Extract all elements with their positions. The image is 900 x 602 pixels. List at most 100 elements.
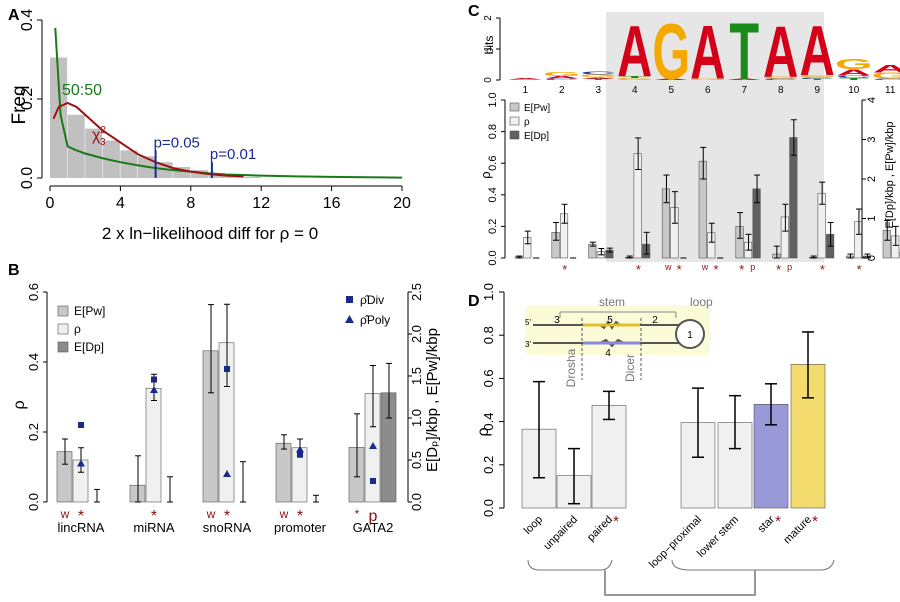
bracket-left [527, 559, 613, 571]
bar-epw [275, 442, 292, 503]
logo-letter: G [506, 79, 544, 80]
logo-letter: T [802, 79, 832, 81]
mark-left: w [279, 507, 289, 521]
logo-letter: T [583, 79, 613, 81]
logo-letter: C [836, 75, 871, 79]
histogram-bar [190, 170, 208, 178]
legend-est-label: ρ̂Poly [360, 313, 390, 327]
y-tick-label-left: 0.8 [487, 124, 499, 139]
logo-position-label: 2 [559, 85, 565, 96]
y-tick-label: 0.4 [481, 413, 496, 431]
logo-letter: T [620, 76, 650, 79]
category-label: paired [585, 514, 615, 544]
y-tick-label-right: 1.0 [409, 409, 424, 427]
logo-letter: A [836, 68, 871, 77]
stem-label: stem [599, 295, 625, 309]
label-50-50: 50:50 [62, 82, 102, 99]
region-4-label: 4 [605, 348, 611, 359]
panel-b-ylabel-right: E[Dₚ]/kbp , E[Pw]/kbp [424, 328, 441, 472]
histogram-bar [50, 57, 68, 178]
y-tick-label-right: 0 [866, 255, 878, 261]
logo-position-label: 1 [522, 85, 528, 96]
logo-position-label: 5 [668, 85, 674, 96]
category-label: loop [522, 514, 545, 537]
region-1-label: 1 [687, 330, 693, 341]
y-tick-label-right: 2.5 [409, 283, 424, 301]
mark: * [739, 262, 744, 277]
y-tick-label-left: 1.0 [487, 92, 499, 107]
logo-letter: C [873, 78, 900, 80]
rho-poly-point [77, 459, 85, 467]
five-prime-label: 5' [525, 318, 531, 327]
y-tick-label-right: 1 [866, 215, 878, 221]
panel-c-letter: C [468, 3, 480, 20]
y-tick-label: 0.0 [481, 499, 496, 517]
legend-swatch [509, 116, 520, 126]
rho-div-point [151, 376, 157, 383]
mark: * [713, 262, 718, 277]
y-tick-label-right: 4 [866, 97, 878, 103]
mark-left: w [206, 507, 216, 521]
logo-y-tick-label: 1 [483, 46, 494, 52]
logo-letter: C [800, 77, 835, 79]
rho-poly-point [296, 445, 304, 453]
panel-b: B 0.00.20.40.60.00.51.01.52.02.5lincRNAw… [8, 262, 441, 535]
category-label: lincRNA [58, 520, 105, 535]
legend-label: E[Pw] [74, 304, 105, 318]
legend-swatch [57, 305, 69, 317]
logo-position-label: 6 [705, 85, 711, 96]
y-tick-label: 0.2 [19, 88, 36, 110]
y-tick-label-left: 0.2 [26, 423, 41, 441]
logo-position-label: 11 [885, 85, 896, 96]
panel-a-letter: A [8, 7, 20, 24]
x-tick-label: 16 [323, 195, 341, 212]
logo-letter: G [762, 76, 800, 79]
x-tick-label: 12 [252, 195, 270, 212]
logo-position-label: 3 [595, 85, 601, 96]
panel-a: A p=0.05p=0.01 0 4 8 12 16 200.00.20.4 50:50 … [8, 7, 411, 243]
significance-star: * [775, 513, 781, 530]
density-curve [54, 27, 403, 179]
logo-letter: A [654, 78, 689, 80]
mark: * [776, 262, 781, 277]
y-tick-label-left: 0.4 [26, 353, 41, 371]
region-5-label: 5 [607, 315, 613, 326]
y-tick-label: 0.0 [19, 167, 36, 189]
logo-letter: T [729, 7, 759, 97]
x-tick-label: 0 [46, 195, 55, 212]
significance-star: * [613, 513, 619, 530]
logo-letter: G [543, 72, 581, 78]
panel-a-ylabel: Freq [9, 85, 30, 124]
rho-poly-point [150, 386, 158, 393]
mark-left: * [355, 507, 360, 521]
logo-letter: C [763, 78, 798, 80]
logo-letter: A [508, 78, 543, 79]
logo-ylabel: bits [482, 36, 496, 55]
logo-position-label: 10 [848, 85, 860, 96]
logo-letter: G [835, 56, 873, 73]
rho-poly-point [369, 442, 377, 449]
mark: * [857, 262, 862, 277]
logo-letter: A [873, 63, 900, 75]
mark-left: w [60, 507, 70, 521]
density-curve [52, 101, 244, 178]
bracket-connector [604, 570, 756, 596]
legend-square [346, 296, 353, 303]
logo-letter: C [544, 78, 579, 80]
rho-div-point [297, 451, 303, 458]
mark: * [677, 262, 682, 277]
panel-a-xlabel: 2 x ln−likelihood diff for ρ = 0 [102, 224, 318, 243]
y-tick-label: 0.4 [19, 9, 36, 31]
label-chi-squared: χ2 3 [92, 125, 106, 148]
logo-position-label: 7 [741, 85, 747, 96]
legend-label: E[Dp] [524, 131, 549, 142]
mark-right: * [78, 508, 84, 525]
rho-div-point [224, 366, 230, 372]
logo-letter: G [616, 78, 654, 81]
y-tick-label: 0.6 [481, 369, 496, 387]
logo-y-tick-label: 2 [483, 15, 494, 21]
panel-d-letter: D [468, 293, 480, 310]
chi-symbol: χ [92, 127, 101, 144]
